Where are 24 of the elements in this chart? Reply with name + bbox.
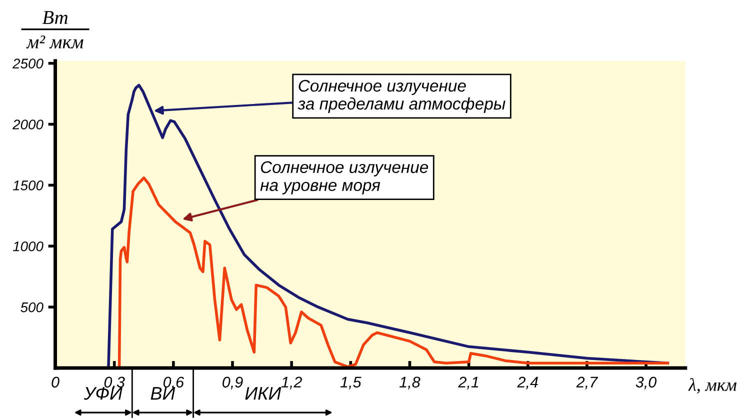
x-tick-label: 1,2: [281, 376, 302, 390]
x-tick-label: 0,9: [222, 376, 243, 390]
text: УФИ: [84, 387, 122, 400]
annotation: Солнечное излучение на уровне моря: [260, 161, 428, 194]
y-tick-label: 1500: [12, 180, 44, 190]
x-tick-label: 1,5: [340, 376, 362, 390]
y-tick-label: 2500: [12, 58, 44, 68]
x-tick-label: 0,3: [104, 376, 125, 390]
y-tick-label: 2000: [12, 120, 44, 130]
text: ВИ: [150, 387, 176, 400]
x-tick-label: 2,1: [458, 376, 478, 390]
text: ИКИ: [245, 387, 282, 400]
x-tick-label: 0,6: [163, 376, 184, 390]
x-tick-label: 3,0: [636, 376, 657, 390]
x-tick-label: 2,7: [576, 376, 598, 390]
line-series: [118, 176, 670, 368]
x-tick-label: 1,8: [400, 376, 420, 390]
y-tick-label: 1000: [12, 241, 44, 252]
x-axis-title: λ, мкм: [688, 378, 736, 394]
y-tick-label: 500: [20, 302, 44, 312]
x-tick-label: 0: [52, 376, 60, 388]
y-axis-title: Вт м² мкм: [26, 11, 84, 48]
x-tick-label: 2,4: [517, 376, 538, 390]
annotation: Солнечное излучение за пределами атмосферы: [298, 80, 506, 113]
